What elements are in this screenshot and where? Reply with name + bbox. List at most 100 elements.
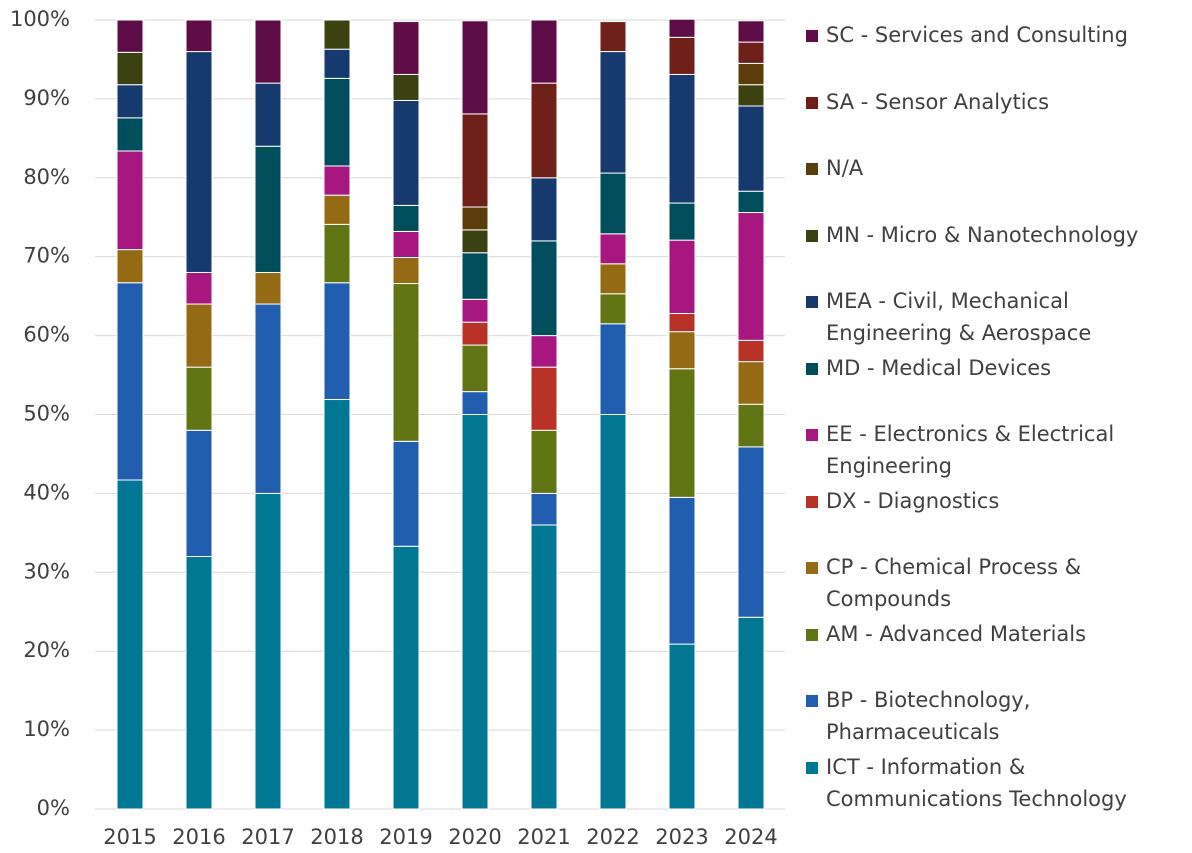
- bar-segment: [392, 73, 420, 101]
- legend-label: MEA - Civil, Mechanical Engineering & Ae…: [826, 289, 1092, 345]
- bar-segment: [668, 36, 696, 75]
- x-tick-label: 2017: [241, 825, 294, 849]
- bar-segment: [116, 84, 144, 119]
- legend-label: CP - Chemical Process & Compounds: [826, 555, 1082, 611]
- bar-segment: [116, 282, 144, 481]
- bar-segment: [599, 323, 627, 416]
- bar-segment: [668, 18, 696, 38]
- bar-segment: [530, 524, 558, 810]
- bar-segment: [461, 113, 489, 208]
- legend-label: BP - Biotechnology, Pharmaceuticals: [826, 688, 1031, 744]
- bar-segment: [599, 51, 627, 174]
- bar-segment: [599, 172, 627, 235]
- legend-swatch: [806, 761, 818, 774]
- bar-segment: [668, 202, 696, 241]
- bar-segment: [185, 51, 213, 273]
- bar-segment: [668, 313, 696, 333]
- bar-segment: [323, 48, 351, 79]
- legend-item: MEA - Civil, Mechanical Engineering & Ae…: [806, 285, 1186, 349]
- x-tick-label: 2019: [379, 825, 432, 849]
- legend-item: ICT - Information & Communications Techn…: [806, 751, 1186, 815]
- bar-segment: [185, 429, 213, 558]
- bar-segment: [737, 20, 765, 43]
- bar-segment: [599, 293, 627, 325]
- legend-label: AM - Advanced Materials: [826, 621, 1087, 646]
- bar-segment: [668, 239, 696, 315]
- bar-segment: [392, 204, 420, 232]
- legend-item: SC - Services and Consulting: [806, 19, 1186, 51]
- y-tick-label: 70%: [23, 244, 70, 268]
- legend-swatch: [806, 429, 818, 441]
- bar-segment: [392, 283, 420, 442]
- bar-segment: [737, 84, 765, 107]
- bar-segment: [737, 212, 765, 341]
- legend-item: N/A: [806, 152, 1186, 184]
- bar-segment: [392, 545, 420, 810]
- legend-swatch: [806, 229, 818, 242]
- legend-label: SA - Sensor Analytics: [826, 89, 1050, 114]
- bar-segment: [392, 440, 420, 547]
- legend-item: DX - Diagnostics: [806, 485, 1186, 517]
- bar-segment: [737, 361, 765, 405]
- bar-segment: [668, 643, 696, 810]
- bar-segment: [254, 19, 282, 84]
- legend-swatch: [806, 362, 818, 375]
- bar-segment: [530, 19, 558, 84]
- y-tick-label: 60%: [23, 323, 70, 347]
- bar-segment: [116, 249, 144, 284]
- legend-swatch: [806, 562, 818, 574]
- legend-item: AM - Advanced Materials: [806, 618, 1186, 650]
- y-tick-label: 50%: [23, 402, 70, 426]
- legend-swatch: [806, 296, 818, 308]
- x-tick-label: 2018: [310, 825, 363, 849]
- bar-segment: [530, 492, 558, 526]
- y-tick-label: 90%: [23, 86, 70, 110]
- bar-segment: [461, 344, 489, 393]
- bar-segment: [323, 77, 351, 167]
- bar-segment: [116, 117, 144, 152]
- x-tick-label: 2023: [655, 825, 708, 849]
- legend-item: MN - Micro & Nanotechnology: [806, 219, 1186, 251]
- legend-label: MD - Medical Devices: [826, 355, 1052, 380]
- bar-segment: [461, 414, 489, 810]
- y-tick-label: 40%: [23, 480, 70, 504]
- legend-item: EE - Electronics & Electrical Engineerin…: [806, 418, 1186, 482]
- bar-segment: [185, 303, 213, 368]
- legend-label: MN - Micro & Nanotechnology: [826, 222, 1139, 247]
- bar-segment: [599, 21, 627, 53]
- bar-segment: [185, 19, 213, 53]
- legend-label: SC - Services and Consulting: [826, 23, 1128, 47]
- legend-label: EE - Electronics & Electrical Engineerin…: [826, 422, 1115, 478]
- bar-segment: [254, 82, 282, 147]
- bar-segment: [254, 303, 282, 494]
- y-tick-label: 0%: [37, 796, 70, 820]
- legend-swatch: [806, 628, 818, 641]
- bar-segment: [530, 429, 558, 494]
- x-tick-label: 2015: [103, 825, 156, 849]
- bar-segment: [461, 252, 489, 300]
- legend-item: MD - Medical Devices: [806, 352, 1186, 384]
- bar-segment: [116, 51, 144, 86]
- legend-swatch: [806, 695, 818, 707]
- bar-segment: [461, 321, 489, 346]
- legend-label: ICT - Information & Communications Techn…: [826, 754, 1127, 811]
- legend-swatch: [806, 495, 818, 508]
- bar-segment: [530, 177, 558, 242]
- bar-segment: [254, 492, 282, 810]
- bar-segment: [737, 41, 765, 64]
- bar-segment: [116, 150, 144, 251]
- bar-segment: [323, 223, 351, 284]
- legend-item: CP - Chemical Process & Compounds: [806, 551, 1186, 615]
- bar-segment: [530, 240, 558, 337]
- y-tick-label: 10%: [23, 717, 70, 741]
- bar-segment: [737, 616, 765, 810]
- bar-segment: [737, 339, 765, 363]
- bar-segment: [461, 298, 489, 323]
- x-tick-label: 2016: [172, 825, 225, 849]
- bar-segment: [323, 165, 351, 196]
- bar-segment: [461, 20, 489, 115]
- legend-label: DX - Diagnostics: [826, 488, 1000, 513]
- bar-segment: [737, 105, 765, 192]
